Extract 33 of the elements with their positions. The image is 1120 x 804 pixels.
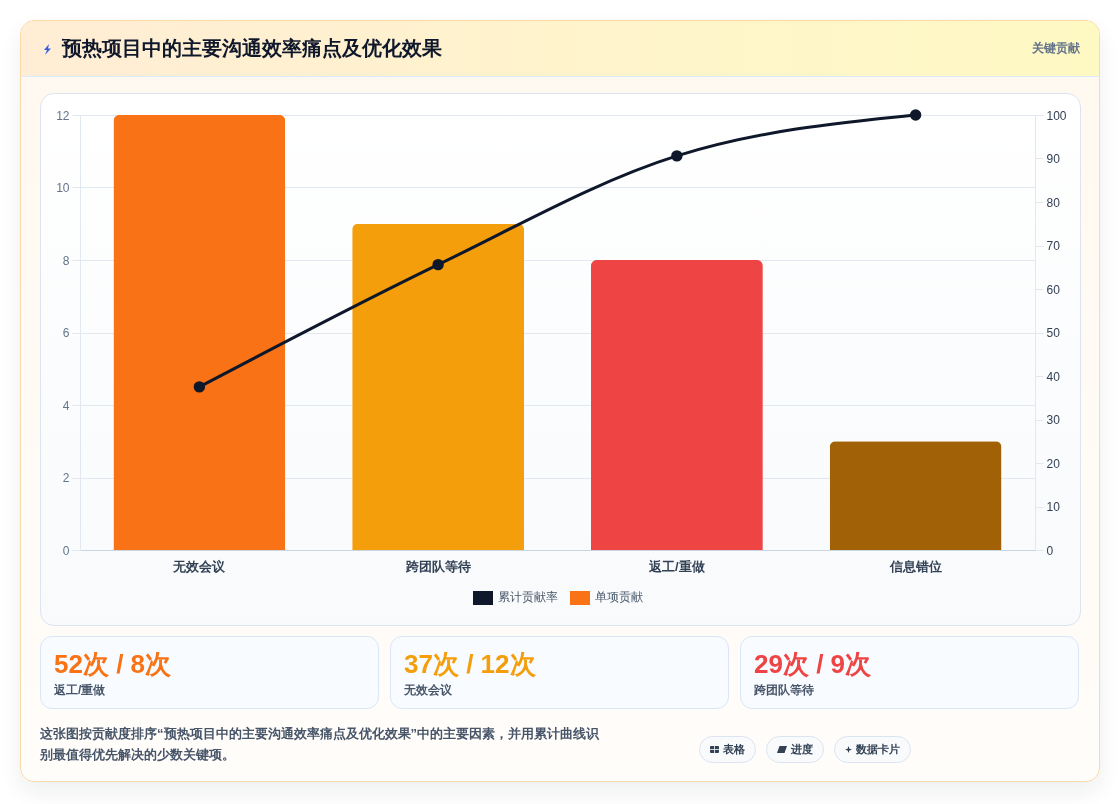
y-tick-label: 10: [56, 181, 70, 195]
y-tick-label: 0: [62, 543, 70, 558]
y2-tick-label: 20: [1046, 456, 1061, 471]
y2-tick-label: 0: [1046, 543, 1054, 558]
y-tick-label: 12: [56, 108, 70, 123]
legend-label: 累计贡献率: [497, 589, 558, 606]
data-card-button: 数据卡片: [834, 736, 911, 763]
x-tick-label: 跨团队等待: [404, 558, 471, 574]
y-tick-label: 4: [62, 398, 70, 413]
text: 这张图按贡献度排序“预热项目中的主要沟通效率痛点及优化效果”中的主要因素，并用累计曲线识别最值得优先解决的少数关键项。: [40, 725, 600, 764]
y2-tick-label: 80: [1046, 195, 1061, 210]
y2-tick-label: 30: [1046, 413, 1061, 427]
y-tick-label: 8: [62, 253, 70, 268]
x-tick-label: 信息错位: [888, 558, 942, 574]
y-tick-label: 2: [62, 471, 70, 485]
text: 关键贡献: [1032, 40, 1080, 57]
stat-card: 29次 / 9次 跨团队等待: [740, 636, 1079, 709]
stat-card: 37次 / 12次 无效会议: [390, 636, 729, 709]
y2-tick-label: 60: [1046, 282, 1061, 297]
stat-card: 52次 / 8次 返工/重做: [40, 636, 379, 709]
table-button: 表格: [699, 736, 756, 763]
legend-label: 单项贡献: [594, 589, 643, 606]
x-tick-label: 无效会议: [172, 558, 227, 574]
y-tick-label: 6: [62, 326, 70, 340]
y2-tick-label: 90: [1046, 152, 1061, 166]
y2-tick-label: 70: [1046, 239, 1061, 253]
y2-tick-label: 40: [1046, 369, 1061, 384]
progress-button: 进度: [766, 736, 824, 763]
y2-tick-label: 10: [1046, 500, 1061, 514]
y2-tick-label: 100: [1046, 108, 1067, 123]
chart-title: 预热项目中的主要沟通效率痛点及优化效果: [62, 36, 442, 61]
x-tick-label: 返工/重做: [648, 558, 706, 574]
y2-tick-label: 50: [1046, 326, 1061, 340]
